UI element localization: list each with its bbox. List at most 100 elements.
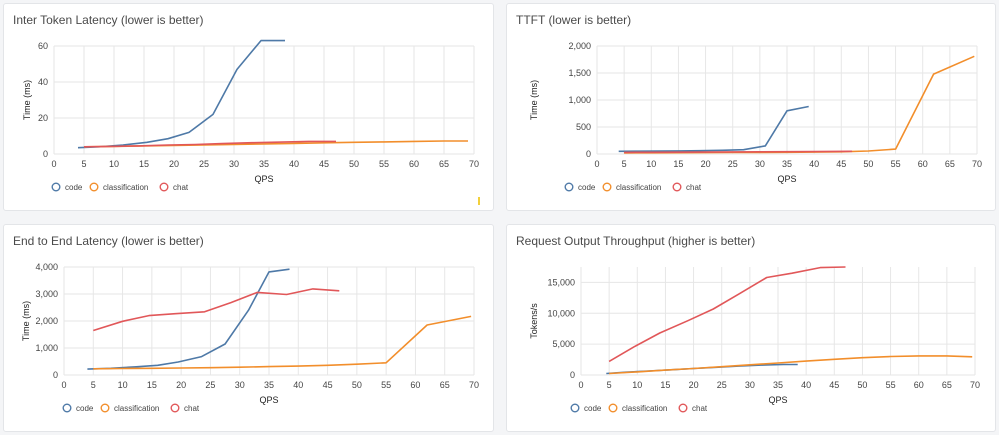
series-line-classification: [93, 315, 472, 370]
x-tick-label: 40: [289, 159, 299, 169]
series-line-classification: [624, 55, 975, 154]
y-tick-label: 3,000: [35, 289, 58, 299]
x-tick-label: 25: [199, 159, 209, 169]
x-tick-label: 65: [439, 159, 449, 169]
x-tick-label: 60: [914, 380, 924, 390]
series-line-chat: [83, 140, 336, 148]
legend-marker-chat: [170, 403, 180, 413]
x-axis-title: QPS: [768, 395, 787, 405]
x-axis-title: QPS: [259, 395, 278, 405]
y-tick-label: 10,000: [547, 308, 575, 318]
legend-label-classification: classification: [616, 183, 661, 192]
x-tick-label: 20: [689, 380, 699, 390]
chart-panel-request-output-throughput: Request Output Throughput (higher is bet…: [506, 224, 996, 432]
x-tick-label: 0: [578, 380, 583, 390]
x-tick-label: 15: [673, 159, 683, 169]
chart-panel-inter-token-latency: Inter Token Latency (lower is better) 0 5…: [3, 3, 494, 211]
x-tick-label: 25: [728, 159, 738, 169]
x-tick-label: 50: [863, 159, 873, 169]
x-tick-label: 50: [857, 380, 867, 390]
x-tick-label: 25: [717, 380, 727, 390]
chart-title: TTFT (lower is better): [516, 13, 632, 27]
x-tick-label: 60: [410, 380, 420, 390]
y-tick-label: 20: [38, 113, 48, 123]
x-tick-label: 70: [972, 159, 982, 169]
y-axis-title: Time (ms): [529, 80, 539, 120]
y-axis-title: Time (ms): [21, 301, 31, 341]
x-tick-label: 0: [51, 159, 56, 169]
chart-title: Inter Token Latency (lower is better): [13, 13, 204, 27]
y-tick-label: 60: [38, 41, 48, 51]
legend-marker-classification: [608, 403, 618, 413]
legend-marker-code: [51, 182, 61, 192]
legend-label-classification: classification: [114, 404, 159, 413]
legend-marker-chat: [672, 182, 682, 192]
x-tick-label: 15: [139, 159, 149, 169]
x-tick-label: 60: [918, 159, 928, 169]
chart-title: End to End Latency (lower is better): [13, 234, 204, 248]
legend-label-classification: classification: [622, 404, 667, 413]
series-line-chat: [624, 150, 853, 154]
y-tick-label: 0: [43, 149, 48, 159]
legend-label-chat: chat: [184, 404, 200, 413]
series-line-chat: [93, 288, 340, 332]
x-tick-label: 45: [319, 159, 329, 169]
y-tick-label: 500: [576, 122, 591, 132]
x-tick-label: 20: [701, 159, 711, 169]
y-tick-label: 1,500: [568, 68, 591, 78]
y-tick-label: 2,000: [568, 41, 591, 51]
y-tick-label: 1,000: [568, 95, 591, 105]
chart-svg: 0 5 10 15 20 25 30 35 40 45 50 55 60 65 70 0 20 40 60 QPS Ti…: [22, 39, 479, 192]
legend-label-chat: chat: [173, 183, 189, 192]
x-tick-label: 20: [169, 159, 179, 169]
x-tick-label: 10: [646, 159, 656, 169]
x-tick-label: 5: [622, 159, 627, 169]
y-axis-title: Time (ms): [22, 80, 32, 120]
y-axis-title: Tokens/s: [529, 303, 539, 339]
legend-marker-chat: [678, 403, 688, 413]
chart-svg: 0 5 10 15 20 25 30 35 40 45 50 55 60 65 70 0 1,000 2,000 3…: [21, 262, 479, 413]
x-tick-label: 30: [235, 380, 245, 390]
x-tick-label: 0: [594, 159, 599, 169]
x-tick-label: 5: [607, 380, 612, 390]
x-tick-label: 55: [381, 380, 391, 390]
legend-label-code: code: [76, 404, 94, 413]
legend-label-classification: classification: [103, 183, 148, 192]
x-tick-label: 0: [61, 380, 66, 390]
y-tick-label: 2,000: [35, 316, 58, 326]
x-tick-label: 15: [660, 380, 670, 390]
chart-svg: 0 5 10 15 20 25 30 35 40 45 50 55 60 65 70 0 500 1,000 1,5…: [529, 41, 982, 192]
x-tick-label: 65: [945, 159, 955, 169]
x-tick-label: 55: [891, 159, 901, 169]
y-tick-label: 0: [570, 370, 575, 380]
x-tick-label: 5: [81, 159, 86, 169]
x-tick-label: 45: [323, 380, 333, 390]
legend-label-chat: chat: [686, 183, 702, 192]
x-tick-label: 55: [379, 159, 389, 169]
y-tick-label: 0: [53, 370, 58, 380]
x-tick-label: 70: [469, 159, 479, 169]
legend-marker-classification: [100, 403, 110, 413]
y-tick-label: 4,000: [35, 262, 58, 272]
y-tick-label: 0: [586, 149, 591, 159]
series-line-code: [77, 39, 285, 149]
x-tick-label: 20: [176, 380, 186, 390]
legend-label-code: code: [584, 404, 602, 413]
x-tick-label: 35: [782, 159, 792, 169]
x-tick-label: 10: [109, 159, 119, 169]
series-line-chat: [608, 266, 846, 363]
x-tick-label: 35: [259, 159, 269, 169]
x-tick-label: 40: [809, 159, 819, 169]
x-axis-title: QPS: [254, 174, 273, 184]
series-line-classification: [609, 355, 973, 375]
legend-label-code: code: [578, 183, 596, 192]
y-tick-label: 1,000: [35, 343, 58, 353]
chart-panel-end-to-end-latency: End to End Latency (lower is better) 0 5 1…: [3, 224, 494, 432]
y-tick-label: 5,000: [552, 339, 575, 349]
legend-marker-code: [564, 182, 574, 192]
x-tick-label: 40: [293, 380, 303, 390]
x-tick-label: 25: [205, 380, 215, 390]
x-axis-title: QPS: [777, 174, 796, 184]
x-tick-label: 10: [632, 380, 642, 390]
legend-label-chat: chat: [692, 404, 708, 413]
